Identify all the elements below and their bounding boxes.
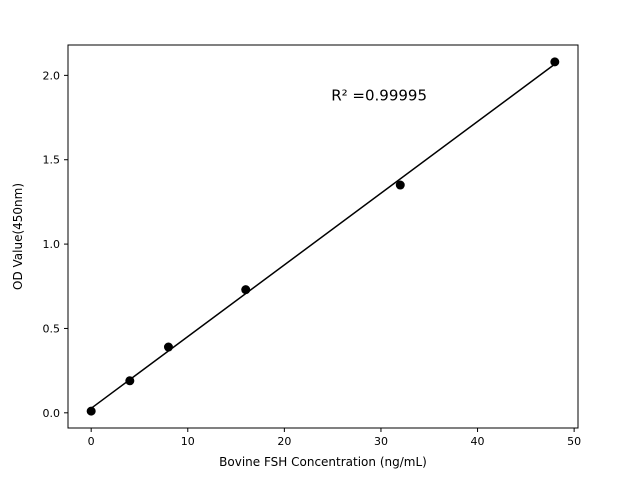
data-point bbox=[241, 285, 251, 295]
x-tick-label: 30 bbox=[374, 435, 388, 448]
r-squared-annotation: R² =0.99995 bbox=[331, 87, 427, 105]
x-tick-label: 20 bbox=[277, 435, 291, 448]
data-point bbox=[125, 376, 135, 386]
data-point bbox=[550, 57, 560, 67]
x-axis-label: Bovine FSH Concentration (ng/mL) bbox=[219, 455, 427, 469]
y-tick-label: 0.5 bbox=[43, 322, 61, 335]
data-point bbox=[163, 342, 173, 352]
x-tick-label: 0 bbox=[88, 435, 95, 448]
data-point bbox=[395, 180, 405, 190]
x-tick-label: 50 bbox=[567, 435, 581, 448]
x-tick-label: 40 bbox=[471, 435, 485, 448]
y-tick-label: 0.0 bbox=[43, 407, 61, 420]
data-point bbox=[86, 406, 96, 416]
y-tick-label: 1.5 bbox=[43, 154, 61, 167]
x-tick-label: 10 bbox=[181, 435, 195, 448]
plot-frame bbox=[67, 44, 579, 429]
y-tick-label: 1.0 bbox=[43, 238, 61, 251]
y-axis-label: OD Value(450nm) bbox=[11, 183, 25, 290]
y-tick-label: 2.0 bbox=[43, 69, 61, 82]
